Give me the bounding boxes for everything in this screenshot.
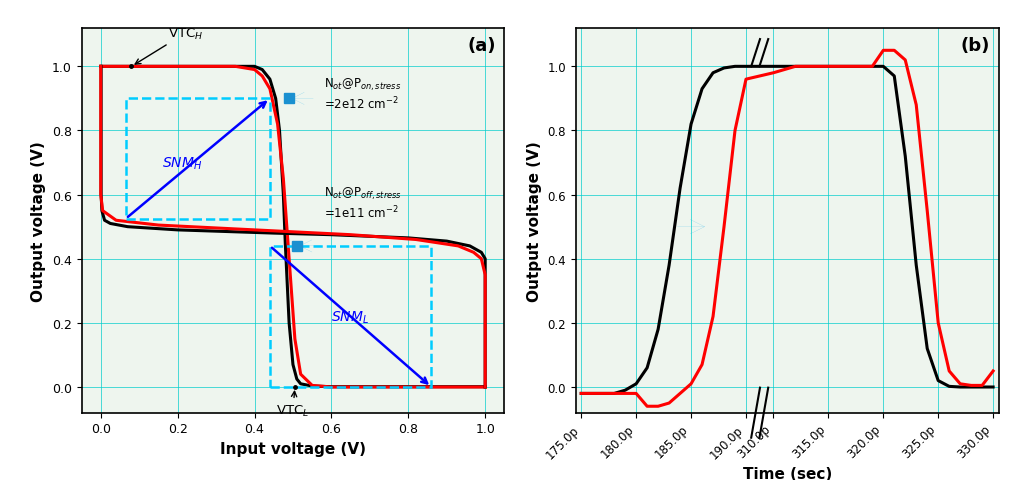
X-axis label: Input voltage (V): Input voltage (V) bbox=[220, 441, 366, 456]
X-axis label: Time (sec): Time (sec) bbox=[743, 466, 832, 480]
Text: VTC$_{H}$: VTC$_{H}$ bbox=[136, 26, 203, 65]
Text: (b): (b) bbox=[961, 36, 990, 54]
Text: SNM$_{H}$: SNM$_{H}$ bbox=[162, 155, 203, 171]
Text: N$_{ot}$@P$_{on,stress}$
=2e12 cm$^{-2}$: N$_{ot}$@P$_{on,stress}$ =2e12 cm$^{-2}$ bbox=[324, 77, 401, 112]
Text: VTC$_{L}$: VTC$_{L}$ bbox=[276, 392, 310, 418]
Y-axis label: Output voltage (V): Output voltage (V) bbox=[527, 141, 542, 301]
Y-axis label: Output voltage (V): Output voltage (V) bbox=[32, 141, 46, 301]
Text: N$_{ot}$@P$_{off,stress}$
=1e11 cm$^{-2}$: N$_{ot}$@P$_{off,stress}$ =1e11 cm$^{-2}… bbox=[324, 186, 401, 221]
Text: (a): (a) bbox=[468, 36, 496, 54]
Bar bbox=[270, 246, 431, 387]
Text: SNM$_{L}$: SNM$_{L}$ bbox=[331, 309, 370, 325]
Bar bbox=[125, 99, 270, 219]
